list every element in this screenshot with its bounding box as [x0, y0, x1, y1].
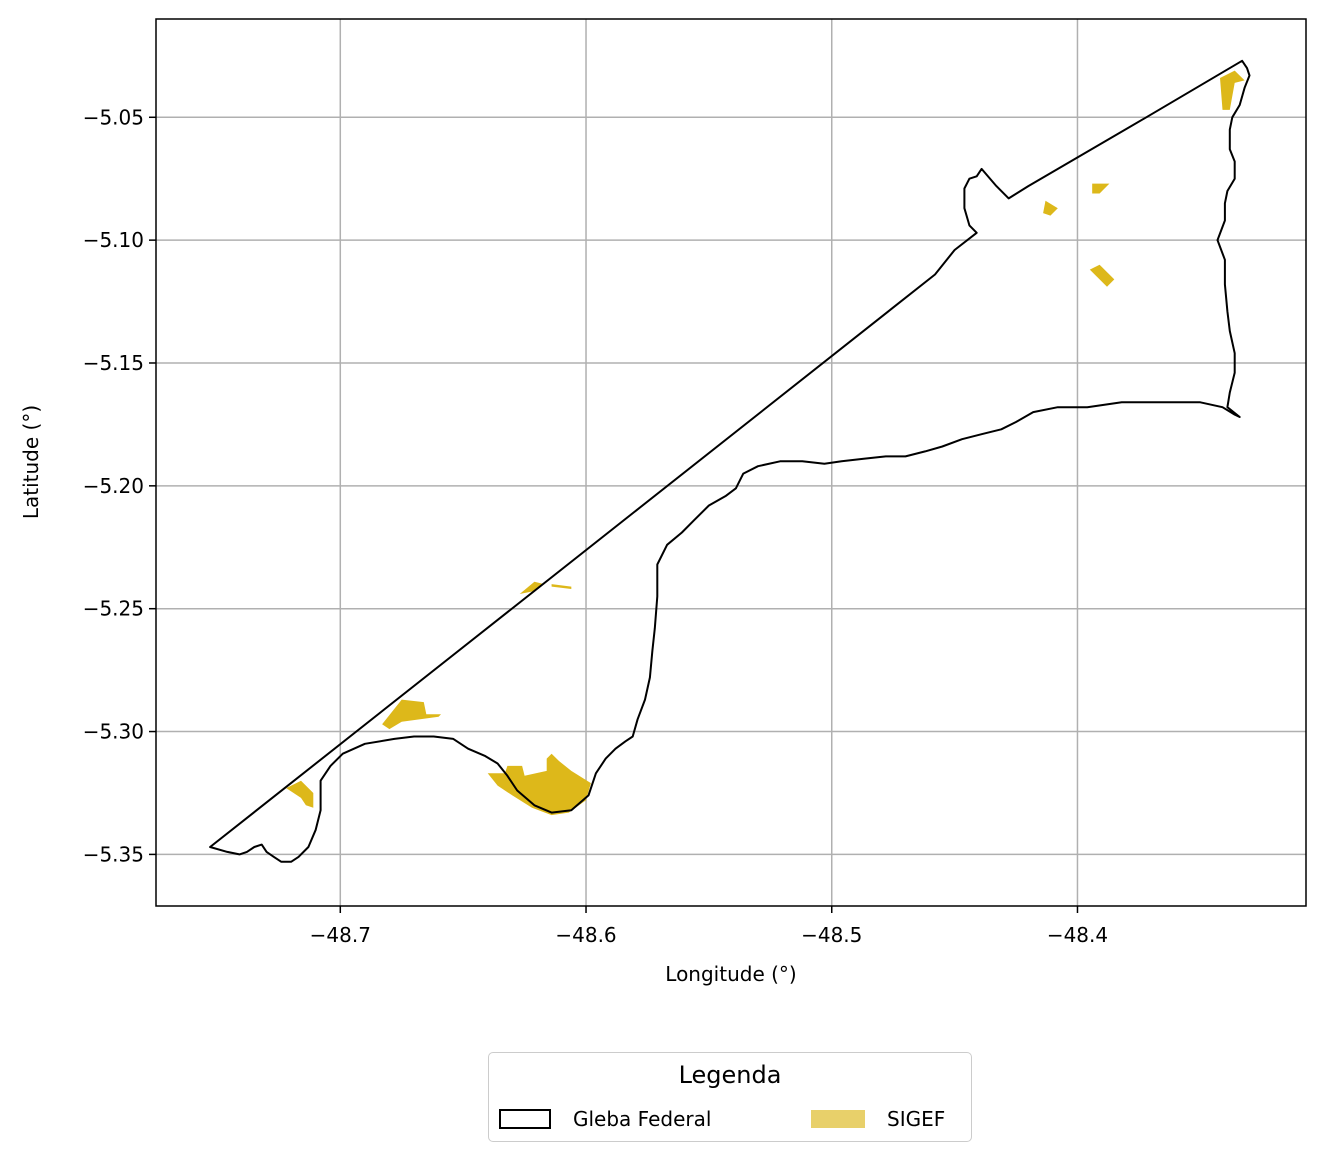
map-layers	[209, 59, 1251, 863]
sigef-parcel	[1043, 200, 1058, 216]
legend-item-sigef: SIGEF	[811, 1105, 945, 1133]
gleba-federal-boundary	[209, 59, 1251, 863]
sigef-parcel	[382, 699, 441, 730]
legend: Legenda Gleba Federal SIGEF	[488, 1052, 972, 1142]
legend-item-gleba-federal: Gleba Federal	[499, 1105, 711, 1133]
x-tick-label: −48.6	[555, 923, 616, 947]
y-tick-label: −5.35	[83, 842, 144, 866]
sigef-parcel	[551, 584, 572, 589]
sigef-parcel	[1220, 70, 1245, 110]
x-tick-label: −48.5	[801, 923, 862, 947]
x-axis-title: Longitude (°)	[665, 962, 796, 986]
x-tick-label: −48.7	[310, 923, 371, 947]
sigef-parcel	[286, 780, 314, 808]
sigef-parcel	[487, 753, 591, 816]
y-tick-label: −5.25	[83, 597, 144, 621]
legend-swatch-sigef	[811, 1110, 865, 1128]
gridlines	[156, 19, 1306, 906]
sigef-parcel	[1092, 183, 1110, 194]
axis-ticks: −48.7 −48.6 −48.5 −48.4 −5.05 −5.10 −5.15 −5.20…	[83, 105, 1108, 947]
x-tick-label: −48.4	[1047, 923, 1108, 947]
sigef-parcel	[1089, 264, 1115, 287]
legend-label-sigef: SIGEF	[887, 1107, 946, 1131]
legend-swatch-gleba-federal	[499, 1109, 551, 1129]
y-tick-label: −5.10	[83, 228, 144, 252]
legend-label-gleba-federal: Gleba Federal	[573, 1107, 712, 1131]
legend-title: Legenda	[678, 1061, 782, 1089]
y-axis-title: Latitude (°)	[19, 405, 43, 519]
y-tick-label: −5.15	[83, 351, 144, 375]
y-tick-label: −5.05	[83, 105, 144, 129]
plot-frame	[155, 18, 1307, 907]
y-tick-label: −5.30	[83, 720, 144, 744]
sigef-parcel	[519, 581, 545, 594]
y-tick-label: −5.20	[83, 474, 144, 498]
